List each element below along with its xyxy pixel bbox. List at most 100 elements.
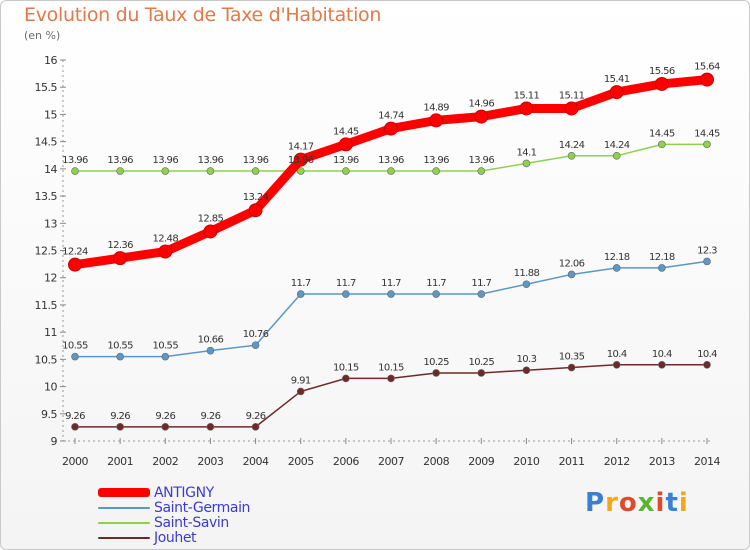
chart-subtitle: (en %) [24,29,61,42]
data-point [612,360,621,369]
data-point [296,167,305,175]
x-tick-label: 2010 [513,455,539,468]
data-label: 14.45 [333,126,359,137]
legend-label-saint-savin: Saint-Savin [154,514,229,531]
data-label: 10.35 [559,352,585,363]
x-tick-label: 2002 [152,455,178,468]
data-point [387,290,395,298]
data-point [203,224,218,239]
data-label: 10.25 [423,357,449,368]
y-tick-label: 9.5 [41,408,57,421]
data-point [432,369,440,377]
logo-letter: x [637,488,656,518]
data-point [161,352,170,361]
y-tick-label: 9 [51,435,58,448]
logo-letter: P [585,488,606,518]
data-point [703,140,711,149]
legend-item-jouhet: Jouhet [98,530,250,546]
data-point [251,423,260,431]
data-point [296,290,305,298]
data-label: 15.56 [649,66,675,77]
data-point [68,257,82,272]
data-label: 15.11 [514,90,540,101]
chart-title: Evolution du Taux de Taxe d'Habitation [24,4,382,26]
y-tick-label: 10.5 [35,353,58,366]
data-label: 9.91 [291,375,311,386]
legend: ANTIGNY Saint-Germain Saint-Savin Jouhet [98,484,250,546]
data-point [342,374,350,383]
data-point [387,374,395,383]
data-point [474,109,489,124]
y-tick-label: 14.5 [35,136,58,149]
data-label: 11.7 [336,278,356,289]
data-label: 12.24 [62,247,88,258]
data-label: 12.3 [697,245,717,256]
data-label: 9.26 [246,411,266,422]
legend-label-antigny: ANTIGNY [154,484,214,501]
data-point [116,423,124,431]
x-tick-label: 2012 [604,455,630,468]
x-tick-label: 2014 [694,455,720,468]
y-tick-label: 14 [44,163,57,176]
data-point [161,167,170,175]
y-tick-label: 15 [44,108,57,121]
x-tick-label: 2009 [468,455,494,468]
data-label: 10.76 [243,329,269,340]
data-point [248,203,263,218]
data-label: 15.11 [559,90,585,101]
data-point [116,167,124,175]
data-point [519,101,534,116]
data-label: 10.66 [198,335,224,346]
data-label: 9.26 [65,411,85,422]
data-point [293,152,308,167]
data-point [567,270,576,279]
data-point [703,360,711,369]
data-point [612,264,621,272]
x-tick-label: 2013 [649,455,675,468]
data-point [387,167,395,175]
data-label: 13.96 [468,155,494,166]
data-label: 10.15 [378,362,404,373]
data-label: 10.4 [607,349,627,360]
data-point [658,360,666,369]
data-point [612,151,621,160]
y-tick-label: 12.5 [35,245,58,258]
data-label: 13.96 [288,155,314,166]
data-point [432,290,440,298]
x-tick-label: 2003 [197,455,223,468]
data-label: 13.96 [333,155,359,166]
y-tick-label: 15.5 [35,81,58,94]
x-tick-label: 2004 [243,455,269,468]
data-point [206,167,215,175]
data-label: 9.26 [200,411,220,422]
data-label: 10.4 [652,349,672,360]
data-label: 11.7 [291,278,311,289]
legend-swatch-saint-savin [98,521,150,524]
data-point [116,352,124,361]
data-label: 14.24 [559,140,585,151]
data-point [658,264,666,272]
data-point [654,76,669,91]
y-tick-label: 11.5 [35,299,58,312]
y-tick-label: 13.5 [35,190,58,203]
data-label: 13.96 [378,155,404,166]
data-point [703,257,711,266]
data-point [522,366,531,375]
data-point [700,72,714,87]
data-point [71,352,79,361]
data-label: 14.1 [516,147,536,158]
data-label: 9.26 [110,411,130,422]
y-tick-label: 11 [44,326,57,339]
data-point [71,423,79,431]
logo-letter: i [678,488,689,518]
data-label: 11.88 [514,268,540,279]
data-label: 14.24 [604,140,630,151]
data-point [477,167,486,175]
logo-letter: i [655,488,666,518]
data-label: 14.17 [288,142,314,153]
x-tick-label: 2006 [333,455,359,468]
data-point [564,101,579,116]
legend-swatch-saint-germain [98,506,150,509]
legend-item-antigny: ANTIGNY [98,484,250,501]
